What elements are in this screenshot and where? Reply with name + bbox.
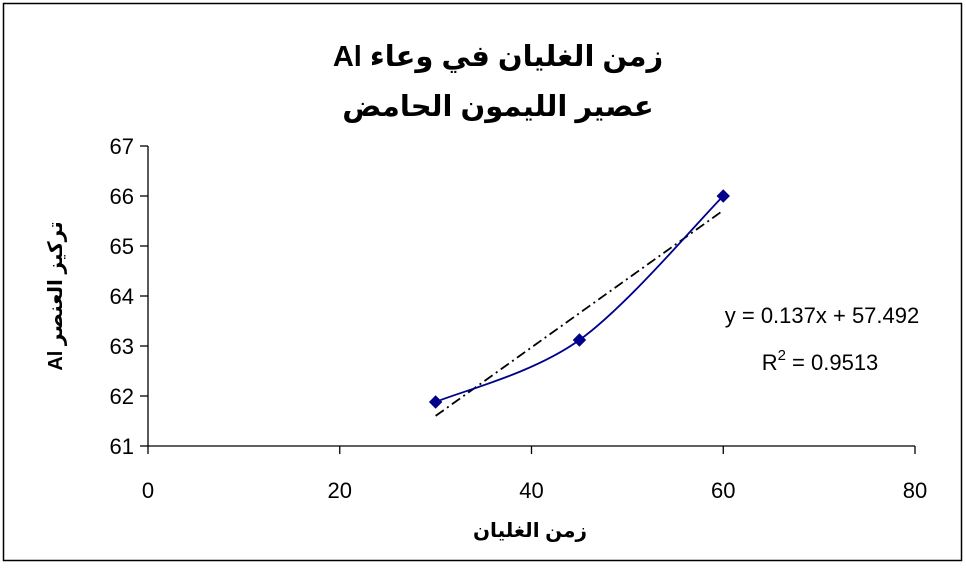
x-tick-label: 60 bbox=[711, 478, 735, 503]
x-tick-label: 40 bbox=[519, 478, 543, 503]
y-tick-label: 63 bbox=[110, 334, 134, 359]
y-tick-label: 67 bbox=[110, 134, 134, 159]
r2-value: = 0.9513 bbox=[786, 350, 878, 375]
trendline-equation: y = 0.137x + 57.492 bbox=[725, 303, 920, 328]
chart-title-line-1: زمن الغليان في وعاء Al bbox=[333, 41, 663, 73]
y-tick-label: 61 bbox=[110, 434, 134, 459]
chart-title-line-2: عصير الليمون الحامض bbox=[342, 91, 653, 123]
x-tick-label: 0 bbox=[142, 478, 154, 503]
x-tick-label: 20 bbox=[328, 478, 352, 503]
series-group bbox=[428, 189, 730, 409]
r2-superscript: 2 bbox=[778, 347, 786, 364]
x-axis-title: زمن الغليان bbox=[473, 520, 587, 542]
data-point-marker bbox=[428, 395, 443, 409]
y-tick-label: 65 bbox=[110, 234, 134, 259]
x-tick-label: 80 bbox=[903, 478, 927, 503]
y-axis-title: تركيز العنصر Al bbox=[45, 221, 67, 370]
axes: 61 62 63 64 65 66 67 0 20 40 60 80 bbox=[110, 134, 928, 503]
y-tick-label: 64 bbox=[110, 284, 134, 309]
y-tick-label: 62 bbox=[110, 384, 134, 409]
chart-border bbox=[2, 2, 963, 562]
trendline bbox=[435, 209, 724, 417]
y-tick-label: 66 bbox=[110, 184, 134, 209]
data-point-marker bbox=[716, 189, 730, 203]
r2-symbol: R bbox=[762, 350, 778, 375]
data-point-marker bbox=[572, 333, 587, 347]
trendline-group bbox=[435, 209, 724, 417]
trendline-r2: R2 = 0.9513 bbox=[762, 347, 879, 375]
